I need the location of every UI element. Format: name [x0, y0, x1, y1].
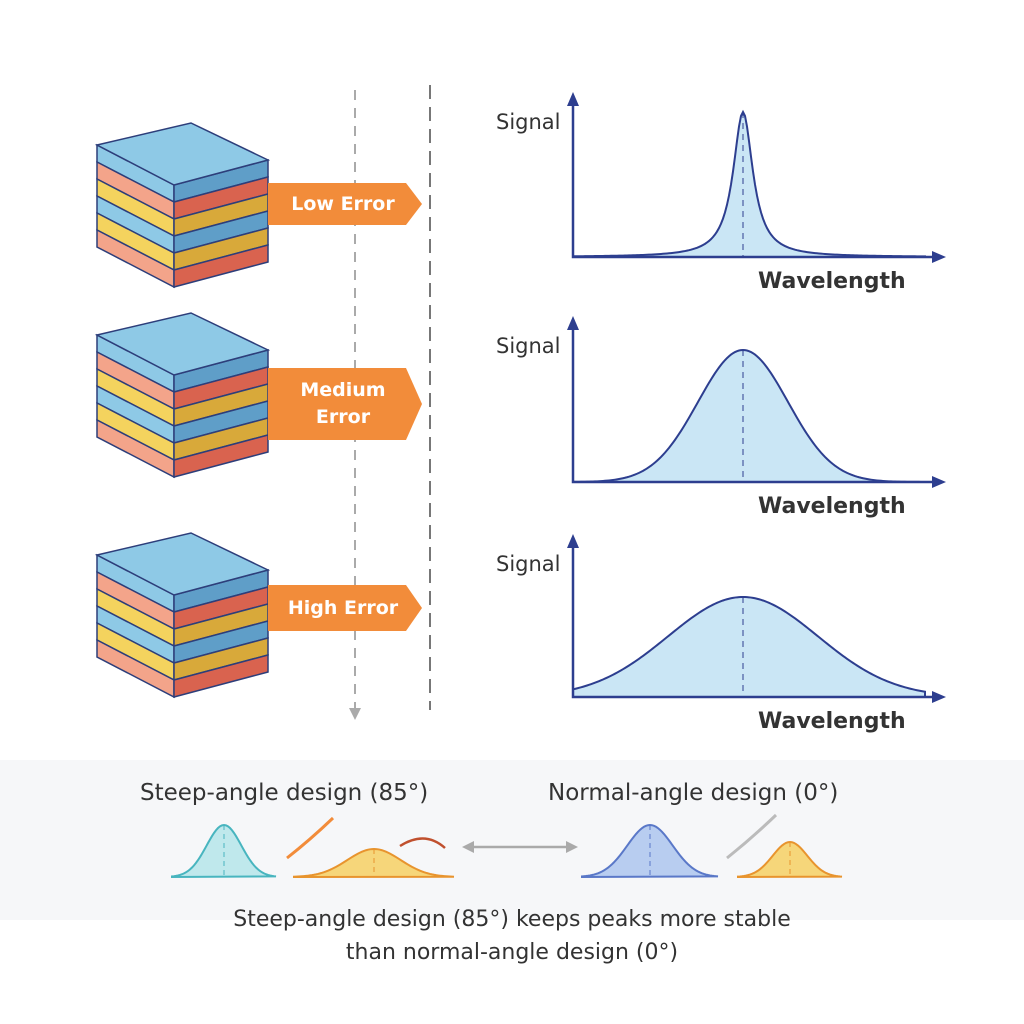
- layer-side: [173, 244, 269, 288]
- layer-top: [94, 532, 271, 596]
- layer-side: [173, 654, 269, 698]
- y-axis-label: Signal: [496, 552, 561, 576]
- caption-line: Steep-angle design (85°) keeps peaks mor…: [233, 907, 791, 932]
- arrowhead: [349, 708, 361, 720]
- comparison-left: Steep-angle design (85°): [140, 780, 429, 806]
- curve: [572, 348, 926, 483]
- arrowhead: [932, 251, 946, 263]
- axes: [571, 98, 940, 259]
- layer-side: [173, 434, 269, 478]
- arrowhead: [567, 534, 579, 548]
- trend-arrow: [399, 837, 446, 849]
- axes: [571, 322, 940, 484]
- y-axis-label: Signal: [496, 110, 561, 134]
- trend-arrow: [286, 816, 335, 860]
- curve: [572, 595, 926, 698]
- layer-top: [94, 122, 271, 186]
- label-arrow: [268, 183, 422, 225]
- arrowhead: [567, 92, 579, 106]
- error-label: Low Error: [291, 192, 395, 215]
- layer-top: [94, 312, 271, 376]
- arrowhead: [462, 841, 474, 853]
- arrowhead: [932, 476, 946, 488]
- arrowhead: [566, 841, 578, 853]
- comparison-right: Normal-angle design (0°): [548, 780, 839, 806]
- comparison-band: [0, 760, 1024, 920]
- y-axis-label: Signal: [496, 334, 561, 358]
- curve: [572, 109, 926, 258]
- x-axis-label: Wavelength: [758, 269, 906, 294]
- trend-arrow: [726, 813, 778, 860]
- label-arrow: [268, 585, 422, 631]
- arrowhead: [932, 691, 946, 703]
- label-arrow: [268, 368, 422, 440]
- x-axis-label: Wavelength: [758, 494, 906, 519]
- axes: [571, 540, 940, 699]
- arrowhead: [567, 316, 579, 330]
- caption-line: than normal-angle design (0°): [345, 940, 679, 965]
- x-axis-label: Wavelength: [758, 709, 906, 734]
- error-label: Medium Error: [300, 379, 386, 428]
- error-label: High Error: [287, 596, 399, 619]
